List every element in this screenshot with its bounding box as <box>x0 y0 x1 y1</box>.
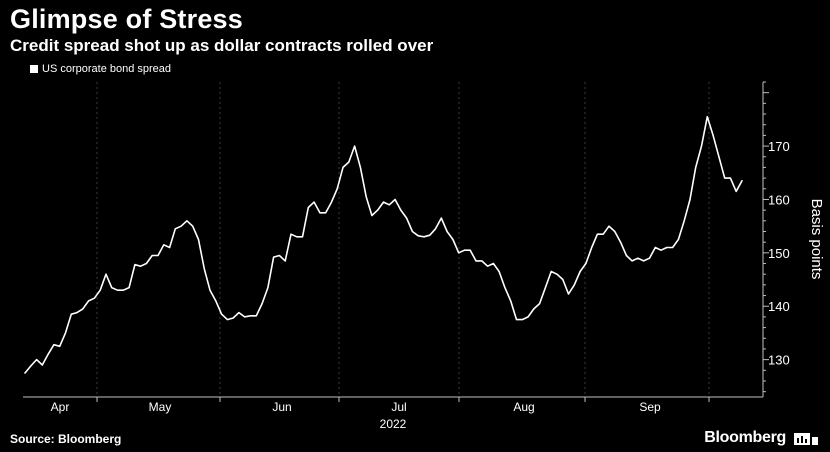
source-note: Source: Bloomberg <box>10 432 122 446</box>
bloomberg-icon <box>794 433 818 445</box>
y-tick-label: 140 <box>768 299 790 314</box>
x-tick-label: Jun <box>272 400 291 414</box>
x-tick-label: May <box>149 400 172 414</box>
legend: US corporate bond spread <box>30 63 171 75</box>
brand-logo: Bloomberg <box>704 429 786 446</box>
series-line-corporate-bond-spread <box>24 115 743 374</box>
chart-subtitle: Credit spread shot up as dollar contract… <box>10 36 434 55</box>
x-tick-label: Apr <box>51 400 70 414</box>
chart-title: Glimpse of Stress <box>10 4 243 34</box>
y-tick-label: 130 <box>768 353 790 368</box>
x-tick-label: Sep <box>639 400 661 414</box>
y-tick-label: 170 <box>768 139 790 154</box>
y-tick-label: 150 <box>768 246 790 261</box>
x-tick-label: Aug <box>513 400 534 414</box>
legend-swatch <box>30 65 38 73</box>
x-axis-year-label: 2022 <box>380 417 407 431</box>
y-tick-label: 160 <box>768 192 790 207</box>
x-tick-label: Jul <box>391 400 406 414</box>
y-axis-title: Basis points <box>808 199 825 280</box>
legend-label: US corporate bond spread <box>42 63 172 75</box>
